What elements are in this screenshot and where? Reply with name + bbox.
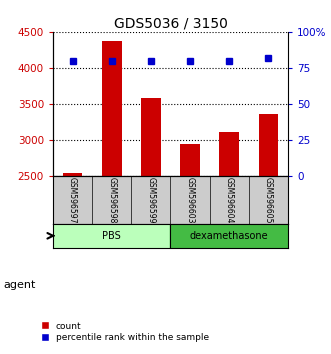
Bar	[141, 98, 161, 354]
Text: dexamethasone: dexamethasone	[190, 231, 268, 241]
Bar	[259, 114, 278, 354]
Text: GSM596597: GSM596597	[68, 177, 77, 223]
Text: GSM596598: GSM596598	[107, 177, 116, 223]
Bar	[170, 224, 288, 248]
Text: GSM596603: GSM596603	[186, 177, 195, 223]
Text: GSM596599: GSM596599	[146, 177, 155, 223]
Text: agent: agent	[3, 280, 36, 290]
Text: GSM596605: GSM596605	[264, 177, 273, 223]
Bar	[53, 224, 170, 248]
Bar	[102, 41, 121, 354]
Legend: count, percentile rank within the sample: count, percentile rank within the sample	[38, 318, 213, 346]
Bar	[63, 173, 82, 354]
Title: GDS5036 / 3150: GDS5036 / 3150	[114, 17, 227, 31]
Text: GSM596604: GSM596604	[225, 177, 234, 223]
Bar	[180, 144, 200, 354]
Text: PBS: PBS	[102, 231, 121, 241]
Bar	[219, 132, 239, 354]
